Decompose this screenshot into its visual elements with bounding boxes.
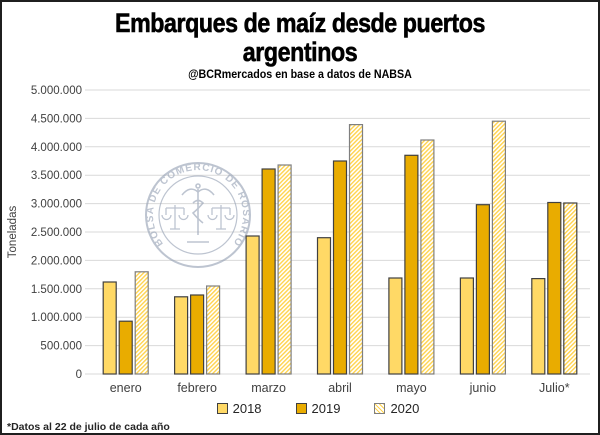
x-label-enero: enero	[110, 381, 142, 395]
legend-swatch-2018	[216, 403, 228, 414]
y-tick-label-5000000: 5.000.000	[31, 85, 82, 97]
legend-swatch-2020	[374, 403, 386, 414]
bar-2020-febrero	[206, 285, 221, 375]
y-tick-label-500000: 500.000	[40, 341, 82, 353]
legend-swatch-2019	[295, 403, 307, 414]
y-tick-label-2000000: 2.000.000	[31, 255, 82, 267]
axis-labels: 0 500.000 1.000.000 1.500.000 2.000.000 2.500…	[7, 85, 570, 395]
y-tick-label-3500000: 3.500.000	[31, 170, 82, 182]
y-tick-label-2500000: 2.500.000	[31, 227, 82, 239]
bar-2018-marzo	[245, 235, 260, 375]
bar-2019-mayo	[404, 154, 419, 375]
bar-2019-Julio*	[547, 201, 562, 375]
chart-title-line1: Embarques de maíz desde puertos	[115, 8, 486, 38]
legend-label-2020: 2020	[390, 401, 420, 416]
bar-2020-mayo	[420, 139, 435, 375]
y-tick-label-1500000: 1.500.000	[31, 284, 82, 296]
y-tick-label-4500000: 4.500.000	[31, 113, 82, 125]
scales-icon-left	[161, 205, 189, 230]
watermark-outer-ring	[145, 162, 251, 268]
y-tick-label-0: 0	[76, 369, 82, 381]
x-label-Julio*: Julio*	[539, 381, 570, 395]
footnote: *Datos al 22 de julio de cada año	[7, 421, 170, 433]
x-label-marzo: marzo	[251, 381, 286, 395]
bar-2019-enero	[118, 320, 133, 375]
bar-2018-enero	[102, 281, 117, 375]
legend-item-2019: 2019	[295, 401, 341, 416]
bar-2018-Julio*	[531, 278, 546, 375]
y-tick-label-1000000: 1.000.000	[31, 312, 82, 324]
legend-label-2019: 2019	[311, 401, 341, 416]
bar-2019-abril	[332, 160, 348, 375]
watermark-inner-ring	[158, 175, 238, 255]
y-tick-label-3000000: 3.000.000	[31, 199, 82, 211]
x-label-junio: junio	[469, 381, 496, 395]
bar-2020-enero	[134, 271, 149, 375]
bar-2019-febrero	[190, 294, 205, 375]
legend-item-2018: 2018	[216, 401, 262, 416]
bar-2018-febrero	[174, 296, 189, 375]
bcr-watermark-seal: BOLSA DE COMERCIO DE ROSARIO	[145, 162, 251, 268]
bar-2018-junio	[459, 277, 474, 375]
legend-item-2020: 2020	[374, 401, 419, 416]
bar-2018-mayo	[388, 277, 403, 375]
bar-2020-Julio*	[563, 202, 578, 375]
x-label-abril: abril	[328, 381, 352, 395]
bar-2020-junio	[491, 120, 506, 375]
x-label-mayo: mayo	[396, 381, 427, 395]
scales-icon-right	[207, 205, 235, 230]
chart-title-line2: argentinos	[242, 37, 358, 67]
y-tick-label-4000000: 4.000.000	[31, 142, 82, 154]
bar-2019-marzo	[261, 168, 276, 375]
bar-2018-abril	[316, 237, 332, 375]
bar-2019-junio	[475, 204, 490, 375]
chart-subtitle: @BCRmercados en base a datos de NABSA	[188, 69, 412, 81]
caduceus-icon	[181, 183, 215, 235]
bar-2020-abril	[348, 123, 364, 375]
bar-2020-marzo	[277, 164, 292, 375]
legend-label-2018: 2018	[232, 401, 262, 416]
bars	[102, 120, 578, 375]
chart-legend: 2018 2019 2020	[2, 401, 598, 416]
x-label-febrero: febrero	[177, 381, 217, 395]
y-axis-title: Toneladas	[7, 206, 19, 259]
chart-title: Embarques de maíz desde puertos argentin…	[44, 8, 557, 67]
